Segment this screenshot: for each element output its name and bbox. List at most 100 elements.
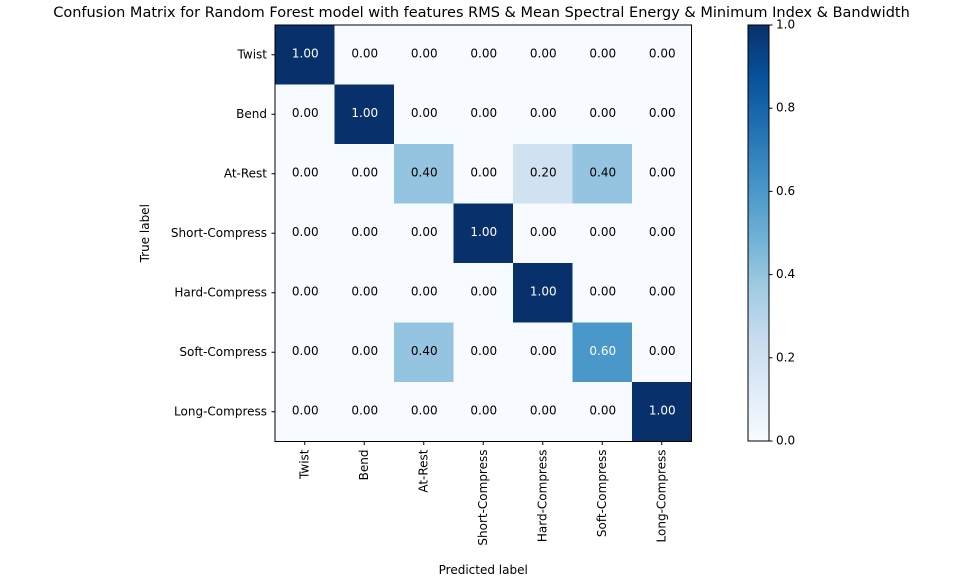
colorbar-tick-label: 1.0 [776, 18, 795, 32]
cell-value-label: 1.00 [649, 403, 676, 417]
matrix-cell [334, 25, 395, 85]
matrix-cell [453, 322, 514, 383]
cell-value-label: 0.40 [411, 165, 438, 179]
matrix-cell [572, 203, 633, 264]
cell-value-label: 0.00 [649, 165, 676, 179]
cell-value-label: 0.00 [292, 225, 319, 239]
x-axis-ticks: Twist Bend At-Rest Short-Compress Hard-Compr… [297, 441, 668, 546]
matrix-cell [394, 263, 454, 323]
matrix-cell [632, 382, 692, 442]
x-tick-label: Soft-Compress [595, 450, 609, 538]
matrix-cell [513, 263, 573, 323]
matrix-cell [632, 203, 692, 264]
cell-value-label: 0.00 [470, 165, 497, 179]
colorbar-tick-label: 0.8 [776, 101, 795, 115]
y-tick-label: Twist [237, 47, 268, 61]
x-axis-label: Predicted label [439, 563, 528, 577]
cell-value-label: 0.00 [351, 46, 378, 60]
y-tick-label: Long-Compress [174, 404, 267, 418]
cell-value-label: 0.00 [649, 284, 676, 298]
matrix-cell [632, 84, 692, 145]
matrix-cell [632, 25, 692, 85]
matrix-cell [334, 144, 395, 204]
matrix-cell [334, 263, 395, 323]
cell-value-label: 0.00 [530, 106, 557, 120]
x-tick-label: At-Rest [416, 449, 430, 492]
y-tick-label: Short-Compress [171, 226, 267, 240]
cell-value-label: 0.00 [411, 46, 438, 60]
cell-value-label: 0.00 [589, 284, 616, 298]
y-tick-label: Hard-Compress [174, 285, 267, 299]
matrix-cell [572, 263, 633, 323]
matrix-cell [275, 203, 335, 264]
colorbar-tick-label: 0.0 [776, 434, 795, 448]
cell-value-label: 1.00 [292, 46, 319, 60]
matrix-cell [632, 322, 692, 383]
matrix-cell [275, 84, 335, 145]
colorbar-tick-label: 0.2 [776, 350, 795, 364]
matrix-cell [453, 84, 514, 145]
cell-value-label: 0.00 [351, 165, 378, 179]
cell-value-label: 0.00 [530, 344, 557, 358]
y-tick-label: Bend [236, 107, 267, 121]
matrix-cell [453, 25, 514, 85]
colorbar-ticks: 0.0 0.2 0.4 0.6 0.8 1.0 [769, 18, 795, 448]
cell-value-label: 0.00 [411, 106, 438, 120]
matrix-cell [394, 84, 454, 145]
x-tick-label: Twist [297, 449, 311, 480]
cell-value-label: 0.00 [530, 46, 557, 60]
x-tick-label: Long-Compress [654, 450, 668, 543]
colorbar [747, 24, 770, 442]
cell-value-label: 0.20 [530, 165, 557, 179]
cell-value-label: 0.00 [351, 403, 378, 417]
cell-value-label: 0.00 [351, 284, 378, 298]
matrix-cell [453, 203, 514, 264]
matrix-cell [334, 84, 395, 145]
cell-value-label: 0.00 [530, 225, 557, 239]
matrix-cell [275, 382, 335, 442]
cell-value-label: 0.00 [589, 106, 616, 120]
y-axis-ticks: Twist Bend At-Rest Short-Compress Hard-Compr… [171, 47, 275, 418]
y-tick-label: At-Rest [224, 166, 267, 180]
matrix-cell [513, 382, 573, 442]
matrix-cell [513, 25, 573, 85]
cell-value-label: 0.00 [411, 284, 438, 298]
cell-value-label: 0.00 [649, 344, 676, 358]
colorbar-tick-label: 0.6 [776, 184, 795, 198]
matrix-cell [513, 144, 573, 204]
cell-value-label: 0.00 [411, 403, 438, 417]
matrix-cell [334, 382, 395, 442]
cell-value-label: 0.00 [530, 403, 557, 417]
cell-value-label: 0.00 [411, 225, 438, 239]
matrix-cell [275, 25, 335, 85]
cell-value-label: 0.00 [470, 403, 497, 417]
matrix-cell [394, 25, 454, 85]
x-tick-label: Bend [357, 450, 371, 481]
x-tick-label: Hard-Compress [535, 450, 549, 543]
matrix-cell [572, 382, 633, 442]
cell-value-label: 1.00 [530, 284, 557, 298]
cell-value-label: 0.40 [589, 165, 616, 179]
cell-value-label: 0.00 [292, 284, 319, 298]
matrix-cell [334, 203, 395, 264]
cell-value-label: 1.00 [470, 225, 497, 239]
confusion-matrix: 1.00 0.00 0.00 0.00 0.00 0.00 0.00 0.00 1.00 0.00… [275, 25, 692, 442]
matrix-cell [275, 144, 335, 204]
cell-value-label: 0.40 [411, 344, 438, 358]
matrix-cell [572, 144, 633, 204]
matrix-cell [275, 263, 335, 323]
colorbar-tick-label: 0.4 [776, 267, 795, 281]
cell-value-label: 0.00 [589, 46, 616, 60]
cell-value-label: 0.00 [649, 106, 676, 120]
cell-value-label: 0.00 [292, 344, 319, 358]
cell-value-label: 0.00 [649, 225, 676, 239]
cell-value-label: 0.00 [589, 403, 616, 417]
matrix-cell [513, 322, 573, 383]
matrix-cell [453, 263, 514, 323]
matrix-cell [394, 382, 454, 442]
cell-value-label: 1.00 [351, 106, 378, 120]
chart-title: Confusion Matrix for Random Forest model… [53, 5, 910, 21]
cell-value-label: 0.00 [649, 46, 676, 60]
cell-value-label: 0.60 [589, 344, 616, 358]
